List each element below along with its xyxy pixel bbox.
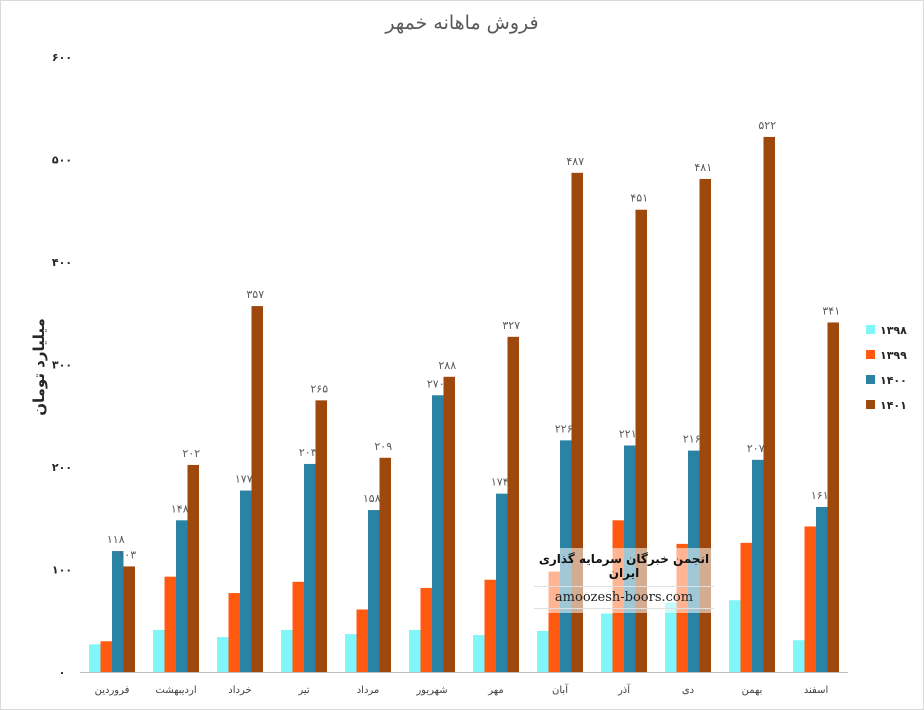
data-label: ۲۰۹	[374, 440, 392, 453]
bar	[217, 637, 229, 672]
bar	[729, 600, 741, 672]
data-label: ۲۸۸	[438, 359, 456, 372]
x-tick-label: مهر	[487, 685, 503, 696]
watermark-url: amoozesh-boors.com	[534, 586, 714, 609]
x-tick-label: خرداد	[228, 685, 251, 696]
bar	[89, 644, 101, 672]
watermark-title: انجمن خبرگان سرمایه گذاری ایران	[538, 552, 710, 580]
bar	[665, 602, 677, 672]
data-label: ۱۴۸	[171, 502, 189, 515]
bar	[827, 322, 839, 672]
bar	[345, 634, 357, 672]
data-label: ۳۲۷	[502, 319, 520, 332]
bar	[793, 640, 805, 672]
data-label: ۲۲۱	[619, 427, 637, 440]
x-tick-label: بهمن	[742, 685, 763, 696]
bar	[251, 306, 263, 672]
x-tick-label: آذر	[617, 683, 631, 696]
bar	[804, 526, 816, 672]
bar	[816, 506, 828, 672]
bar	[752, 459, 764, 672]
bar	[507, 336, 519, 672]
bar	[409, 629, 421, 672]
bar	[304, 463, 316, 672]
bar	[496, 493, 508, 672]
x-tick-label: دی	[682, 685, 694, 696]
x-tick-label: مرداد	[357, 685, 380, 696]
bar	[571, 172, 583, 672]
y-tick-label: ۲۰۰	[52, 461, 72, 474]
x-tick-label: فروردین	[95, 685, 130, 696]
bar	[537, 631, 549, 672]
bar	[164, 576, 176, 672]
data-label: ۱۷۷	[235, 473, 253, 486]
bar	[379, 457, 391, 672]
data-label: ۲۱۶	[683, 433, 701, 446]
x-tick-label: تیر	[297, 685, 310, 696]
legend-label: ۱۴۰۰	[880, 374, 907, 387]
y-tick-label: ۳۰۰	[52, 359, 72, 372]
x-tick-label: اردیبهشت	[155, 685, 196, 696]
data-label: ۳۴۱	[822, 304, 840, 317]
y-tick-label: ۵۰۰	[52, 154, 72, 167]
data-label: ۴۸۱	[694, 161, 712, 174]
bar	[699, 178, 711, 672]
data-label: ۴۵۱	[630, 192, 648, 205]
data-label: ۱۰۳	[118, 548, 136, 561]
legend-label: ۱۳۹۹	[880, 349, 907, 362]
data-label: ۱۷۴	[491, 476, 509, 489]
bar	[240, 490, 252, 672]
data-label: ۲۰۲	[182, 447, 200, 460]
bar	[763, 136, 775, 672]
legend-swatch	[866, 375, 875, 384]
legend-swatch	[866, 325, 875, 334]
bar	[176, 520, 188, 672]
data-label: ۴۸۷	[566, 155, 584, 168]
data-label: ۱۶۱	[811, 489, 829, 502]
bar	[123, 566, 135, 672]
bar	[356, 609, 368, 672]
legend-swatch	[866, 350, 875, 359]
bar	[315, 400, 327, 672]
data-label: ۲۲۶	[555, 422, 573, 435]
data-label: ۲۶۵	[310, 382, 328, 395]
data-label: ۱۵۸	[363, 492, 381, 505]
data-label: ۲۷۰	[427, 377, 445, 390]
watermark: انجمن خبرگان سرمایه گذاری ایران amoozesh…	[534, 548, 714, 613]
bar	[443, 376, 455, 672]
bar	[740, 542, 752, 672]
bar	[368, 510, 380, 672]
y-tick-label: ۶۰۰	[52, 51, 72, 64]
data-label: ۲۰۷	[747, 442, 765, 455]
bar	[484, 579, 496, 672]
bar	[548, 571, 560, 672]
bar	[228, 593, 240, 672]
data-label: ۱۱۸	[107, 533, 125, 546]
bar	[187, 464, 199, 672]
bar	[473, 635, 485, 672]
bar	[601, 613, 613, 672]
bar	[112, 551, 124, 672]
legend-label: ۱۳۹۸	[880, 324, 907, 337]
legend-label: ۱۴۰۱	[880, 399, 907, 412]
bar	[635, 209, 647, 672]
bar	[153, 629, 165, 672]
bar	[281, 629, 293, 672]
y-tick-label: ۴۰۰	[52, 256, 72, 269]
x-tick-label: آبان	[552, 683, 569, 696]
bar	[420, 587, 432, 672]
x-tick-label: اسفند	[804, 685, 828, 696]
data-label: ۳۵۷	[246, 288, 264, 301]
chart-title: فروش ماهانه خمهر	[385, 12, 539, 34]
y-tick-label: ۱۰۰	[52, 564, 72, 577]
bar	[432, 395, 444, 672]
legend-swatch	[866, 400, 875, 409]
bar	[100, 641, 112, 672]
bar	[292, 581, 304, 672]
y-tick-label: ۰	[59, 666, 66, 679]
data-label: ۵۲۲	[758, 119, 776, 132]
data-label: ۲۰۳	[299, 446, 317, 459]
x-tick-label: شهریور	[415, 685, 447, 696]
